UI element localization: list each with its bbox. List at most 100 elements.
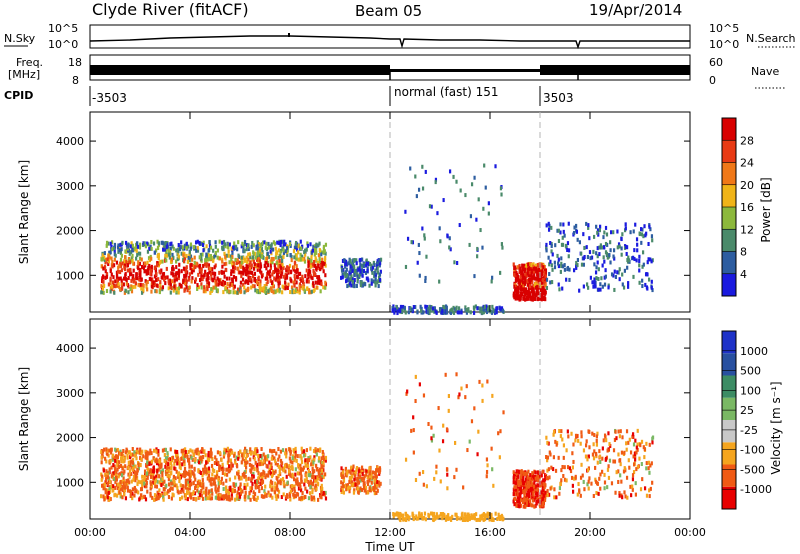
echo-cell <box>109 269 112 274</box>
echo-cell <box>321 449 324 454</box>
echo-cell <box>214 253 217 258</box>
echo-cell <box>255 257 259 262</box>
echo-cell <box>260 472 263 477</box>
echo-cell <box>210 454 213 459</box>
echo-cell <box>546 440 549 445</box>
echo-cell <box>153 274 157 279</box>
echo-cell <box>152 465 155 470</box>
echo-cell <box>275 451 278 456</box>
echo-cell <box>277 264 280 269</box>
echo-cell <box>625 251 628 256</box>
echo-cell <box>238 263 242 268</box>
echo-cell <box>524 472 527 477</box>
echo-cell <box>627 440 630 445</box>
echo-cell <box>108 479 111 484</box>
echo-cell <box>168 474 171 479</box>
echo-cell <box>530 503 533 508</box>
echo-cell <box>195 261 198 266</box>
echo-cell <box>212 478 216 483</box>
echo-cell <box>514 481 518 486</box>
echo-cell <box>221 247 224 252</box>
echo-cell <box>590 255 594 260</box>
echo-cell <box>309 455 312 460</box>
echo-cell <box>189 254 192 259</box>
echo-cell <box>116 447 119 452</box>
echo-cell <box>603 230 606 235</box>
echo-cell <box>361 257 364 262</box>
echo-cell <box>200 285 203 290</box>
echo-cell <box>524 267 527 272</box>
power-colorbar-label: Power [dB] <box>759 177 773 242</box>
echo-cell <box>186 497 189 502</box>
echo-cell <box>324 280 327 285</box>
echo-cell <box>109 241 112 246</box>
echo-cell <box>128 474 131 479</box>
colorbar-tick: 12 <box>740 223 754 236</box>
echo-cell <box>550 243 553 248</box>
echo-cell <box>422 310 425 315</box>
echo-cell <box>214 495 217 500</box>
echo-cell <box>640 232 644 237</box>
echo-cell <box>220 282 224 287</box>
echo-cell <box>233 269 236 274</box>
echo-cell <box>347 274 350 279</box>
echo-cell <box>352 264 356 269</box>
echo-cell <box>213 474 217 479</box>
echo-cell <box>532 283 535 288</box>
echo-cell <box>155 494 158 499</box>
echo-cell <box>254 485 257 490</box>
echo-cell <box>545 242 548 247</box>
echo-cell <box>562 229 565 234</box>
echo-cell <box>229 282 232 287</box>
echo-cell <box>579 475 583 480</box>
echo-cell <box>285 450 288 455</box>
echo-cell <box>189 242 193 247</box>
echo-cell <box>127 275 130 280</box>
echo-cell <box>645 461 648 466</box>
echo-cell <box>317 448 320 453</box>
noise-left-tick-bottom: 10^0 <box>48 38 78 51</box>
echo-cell <box>517 288 520 293</box>
echo-cell <box>126 453 129 458</box>
echo-cell <box>270 465 273 470</box>
echo-cell <box>204 269 207 274</box>
echo-cell <box>536 493 539 498</box>
echo-cell <box>244 268 247 273</box>
echo-cell <box>301 285 304 290</box>
echo-cell <box>201 473 204 478</box>
echo-cell <box>195 248 198 253</box>
echo-cell <box>618 493 621 498</box>
echo-cell <box>519 475 523 480</box>
echo-cell <box>591 431 594 436</box>
echo-cell <box>132 268 135 273</box>
echo-cell <box>597 287 600 292</box>
echo-cell <box>278 281 281 286</box>
echo-cell <box>458 392 461 397</box>
echo-cell <box>353 477 356 482</box>
echo-cell <box>279 250 282 255</box>
echo-cell <box>322 461 325 466</box>
echo-cell <box>213 275 216 280</box>
echo-cell <box>251 284 254 289</box>
echo-cell <box>491 275 494 280</box>
echo-cell <box>193 491 197 496</box>
echo-cell <box>517 474 520 479</box>
echo-cell <box>284 280 287 285</box>
echo-cell <box>585 245 588 250</box>
echo-cell <box>641 284 644 289</box>
echo-cell <box>253 456 256 461</box>
echo-cell <box>137 466 140 471</box>
echo-cell <box>249 457 252 462</box>
echo-cell <box>201 243 205 248</box>
echo-cell <box>368 283 371 288</box>
echo-cell <box>171 244 174 249</box>
echo-cell <box>320 471 323 476</box>
echo-cell <box>149 448 152 453</box>
echo-cell <box>302 465 305 470</box>
echo-cell <box>596 254 599 259</box>
echo-cell <box>207 276 210 281</box>
echo-cell <box>111 264 114 269</box>
echo-cell <box>550 465 553 470</box>
echo-cell <box>123 456 126 461</box>
echo-cell <box>447 516 450 521</box>
